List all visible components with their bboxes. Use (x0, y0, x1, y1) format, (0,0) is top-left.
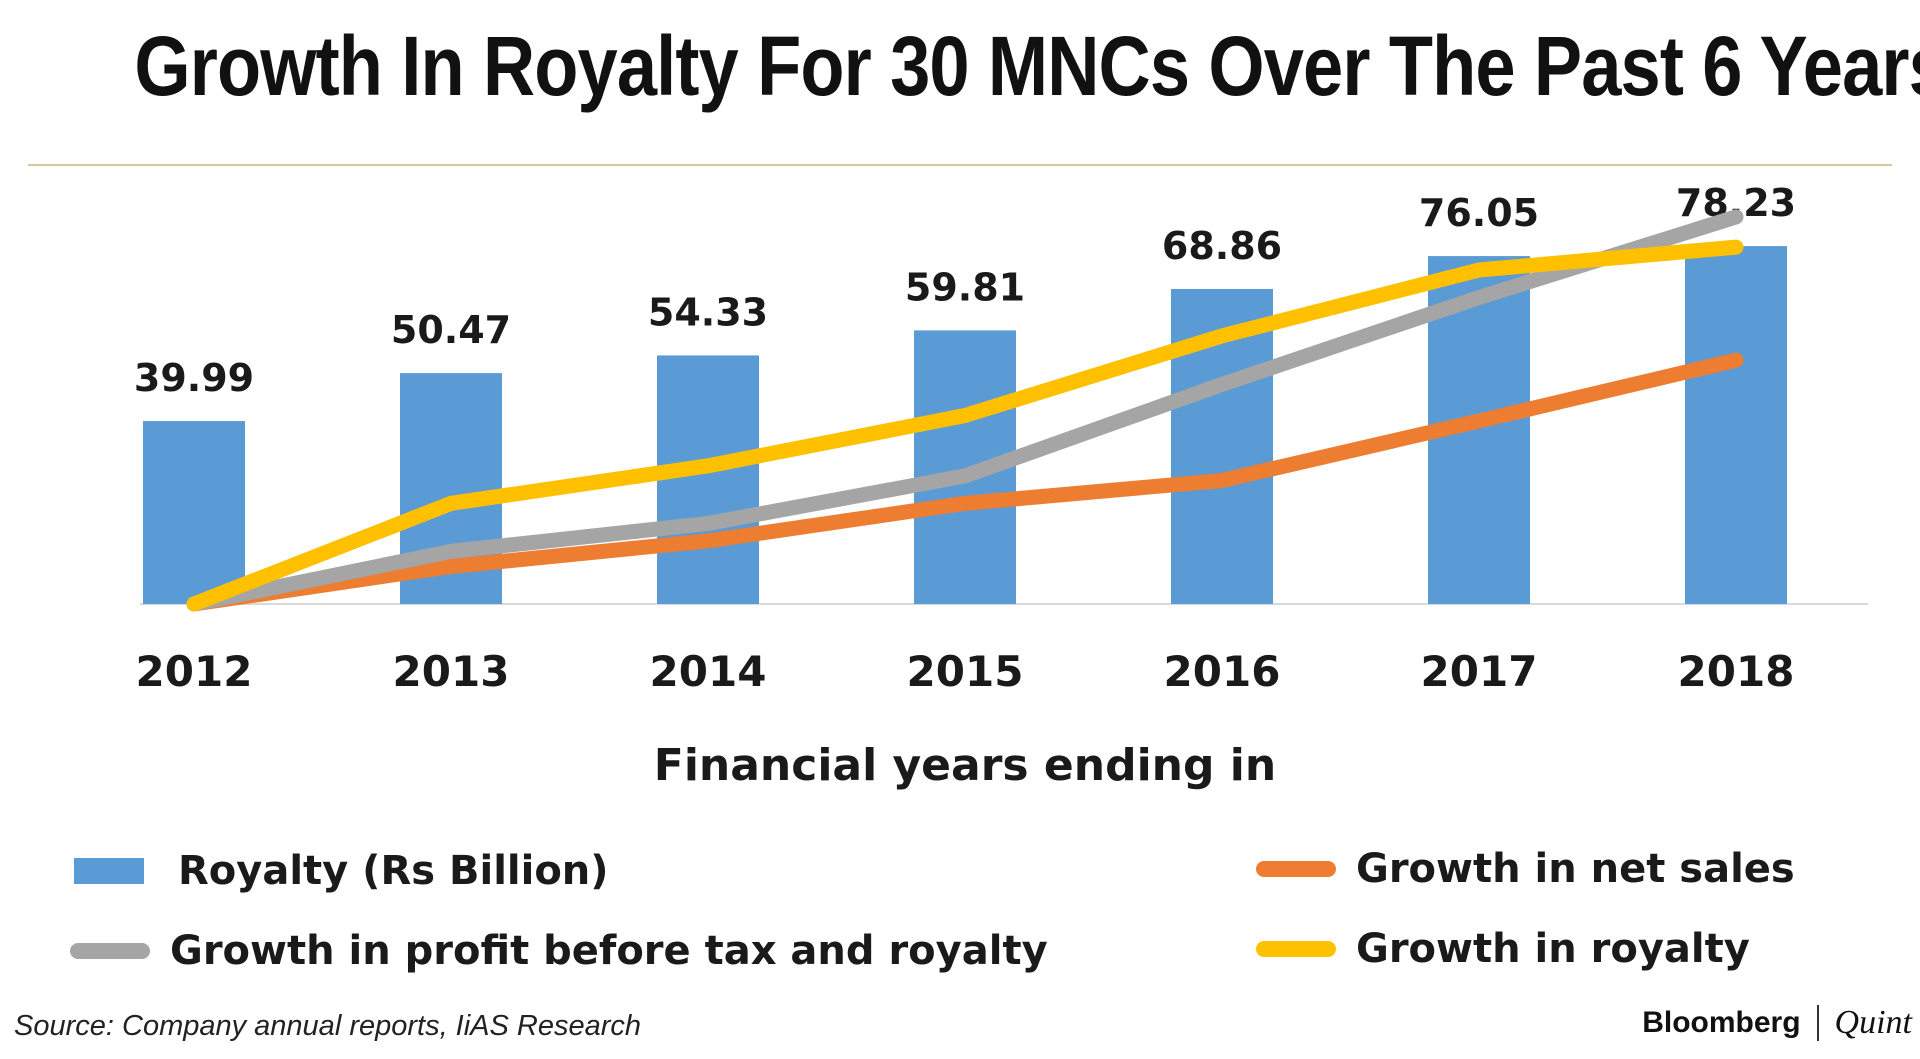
data-label-2015: 59.81 (905, 265, 1025, 309)
legend-item-royalty: Royalty (Rs Billion) (74, 848, 609, 894)
data-label-2013: 50.47 (391, 308, 511, 352)
x-tick-2014: 2014 (650, 647, 767, 696)
x-axis-title: Financial years ending in (654, 740, 1276, 791)
legend-swatch-profit (70, 943, 150, 959)
x-tick-2016: 2016 (1164, 647, 1281, 696)
data-label-2016: 68.86 (1162, 224, 1282, 268)
x-tick-2013: 2013 (393, 647, 510, 696)
x-tick-2017: 2017 (1421, 647, 1538, 696)
x-tick-2018: 2018 (1678, 647, 1795, 696)
legend-swatch-royalty (74, 858, 144, 884)
legend-label-royalty: Royalty (Rs Billion) (178, 848, 609, 894)
bar-2018 (1685, 246, 1787, 604)
legend-label-royalty-growth: Growth in royalty (1356, 926, 1750, 972)
brand-logo: Bloomberg Quint (1642, 1004, 1912, 1042)
data-label-2014: 54.33 (648, 290, 768, 334)
legend-item-net-sales: Growth in net sales (1256, 846, 1795, 892)
legend-swatch-royalty-growth (1256, 941, 1336, 957)
series-line-growth-in-net-sales (186, 352, 1744, 612)
title-divider (28, 164, 1892, 166)
data-label-2012: 39.99 (134, 356, 254, 400)
legend-item-royalty-growth: Growth in royalty (1256, 926, 1750, 972)
series-line-growth-in-royalty (186, 239, 1744, 612)
x-tick-2012: 2012 (136, 647, 253, 696)
brand-separator (1816, 1005, 1819, 1041)
data-label-2017: 76.05 (1419, 191, 1539, 235)
legend-item-profit: Growth in profit before tax and royalty (70, 928, 1048, 974)
legend-swatch-net-sales (1256, 861, 1336, 877)
chart-title: Growth In Royalty For 30 MNCs Over The P… (134, 19, 1920, 113)
bar-2014 (657, 355, 759, 604)
bar-2012 (143, 421, 245, 604)
x-tick-2015: 2015 (907, 647, 1024, 696)
brand-secondary: Quint (1834, 1004, 1912, 1041)
brand-primary: Bloomberg (1642, 1006, 1801, 1039)
source-note: Source: Company annual reports, IiAS Res… (14, 1010, 642, 1042)
series-line-growth-in-profit-before-tax-and-royalty (186, 209, 1744, 612)
legend-label-net-sales: Growth in net sales (1356, 846, 1795, 892)
legend-label-profit: Growth in profit before tax and royalty (170, 928, 1048, 974)
